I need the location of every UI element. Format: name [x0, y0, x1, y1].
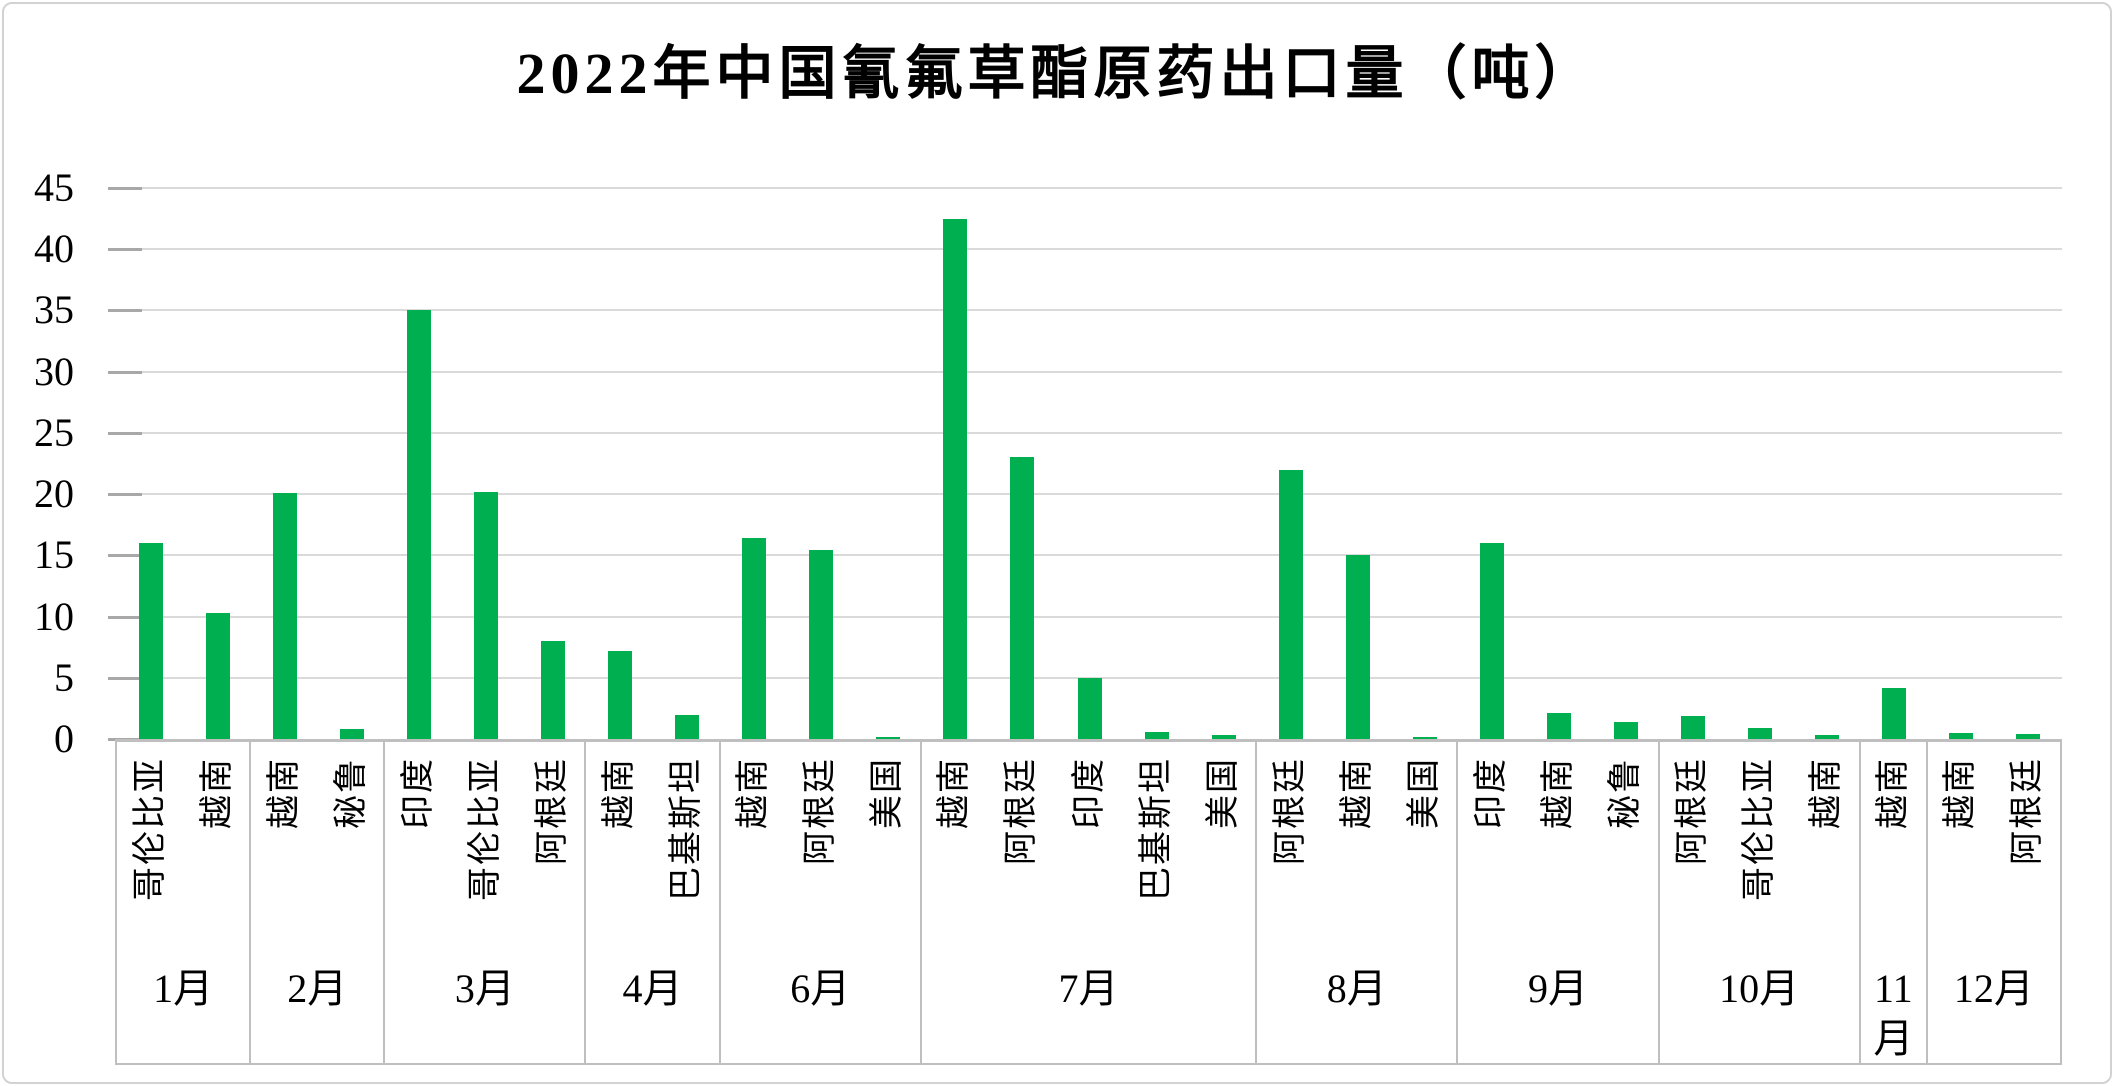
bar [1278, 469, 1303, 739]
month-label: 1月 [153, 966, 214, 1011]
y-axis-label: 35 [34, 287, 74, 333]
y-axis-label: 20 [34, 471, 74, 517]
y-axis-label: 0 [54, 716, 74, 761]
bar [138, 543, 163, 739]
bar [742, 538, 767, 739]
gridline [117, 370, 2062, 373]
y-axis-tick [108, 615, 142, 619]
month-label: 12月 [1953, 966, 2034, 1011]
month-label: 10月 [1719, 966, 1800, 1011]
bar [1479, 543, 1504, 739]
month-cell: 6月 [718, 742, 920, 1063]
bar [1681, 715, 1706, 739]
bar [1345, 555, 1370, 739]
gridline [117, 248, 2062, 251]
y-axis-tick [108, 554, 142, 558]
y-axis-tick [108, 248, 142, 252]
month-cell: 7月 [919, 742, 1255, 1063]
month-label: 9月 [1527, 966, 1588, 1011]
gridline [117, 493, 2062, 496]
month-label: 8月 [1326, 966, 1387, 1011]
bar [1546, 713, 1571, 739]
month-label: 11月 [1873, 966, 1914, 1061]
y-axis-label: 30 [34, 348, 74, 394]
month-cell: 2月 [249, 742, 383, 1063]
y-axis-label: 45 [34, 165, 74, 210]
bar [1144, 731, 1169, 739]
bar [540, 641, 565, 739]
bar [1010, 457, 1035, 739]
y-axis-tick [108, 431, 142, 435]
bar [1412, 737, 1437, 739]
y-axis-tick [108, 309, 142, 313]
bar [876, 736, 901, 739]
month-label: 7月 [1058, 966, 1119, 1011]
month-cell: 10月 [1657, 742, 1859, 1063]
x-axis-table: 1月 2月 3月 4月 6月 7月 8月 9月 10月 11月 12月 [115, 739, 2062, 1065]
y-axis-tick [108, 493, 142, 497]
bar [205, 612, 230, 739]
bar [1614, 721, 1639, 739]
month-label: 6月 [790, 966, 851, 1011]
gridline [117, 309, 2062, 312]
bar [675, 714, 700, 739]
bar [406, 310, 431, 739]
bar [339, 729, 364, 739]
month-label: 3月 [454, 966, 515, 1011]
month-cell: 1月 [115, 742, 249, 1063]
month-cell: 4月 [584, 742, 718, 1063]
bar [608, 650, 633, 739]
gridline [117, 615, 2062, 618]
gridline [117, 431, 2062, 434]
month-label: 4月 [622, 966, 683, 1011]
y-axis-label: 15 [34, 532, 74, 578]
chart-title: 2022年中国氰氟草酯原药出口量（吨） [516, 41, 1598, 106]
bar [1949, 732, 1974, 739]
y-axis-label: 25 [34, 409, 74, 455]
y-axis-label: 10 [34, 593, 74, 639]
month-cell: 11月 [1858, 742, 1926, 1063]
y-axis-tick [108, 676, 142, 680]
month-cell: 3月 [383, 742, 584, 1063]
bar [1077, 677, 1102, 739]
month-label: 2月 [287, 966, 348, 1011]
bar [473, 491, 498, 739]
y-axis-label: 40 [34, 226, 74, 272]
y-axis-label: 5 [54, 654, 74, 700]
bar [2016, 734, 2041, 739]
gridline [117, 187, 2062, 189]
bar [1882, 687, 1907, 739]
y-axis-tick [108, 187, 142, 190]
bar [809, 550, 834, 739]
month-cell: 12月 [1925, 742, 2062, 1063]
month-cell: 8月 [1255, 742, 1456, 1063]
bar [1748, 727, 1773, 739]
bar [943, 218, 968, 739]
bar [1211, 735, 1236, 739]
gridline [117, 554, 2062, 557]
bar [272, 492, 297, 739]
month-cell: 9月 [1456, 742, 1657, 1063]
bar [1815, 735, 1840, 739]
y-axis-tick [108, 370, 142, 374]
